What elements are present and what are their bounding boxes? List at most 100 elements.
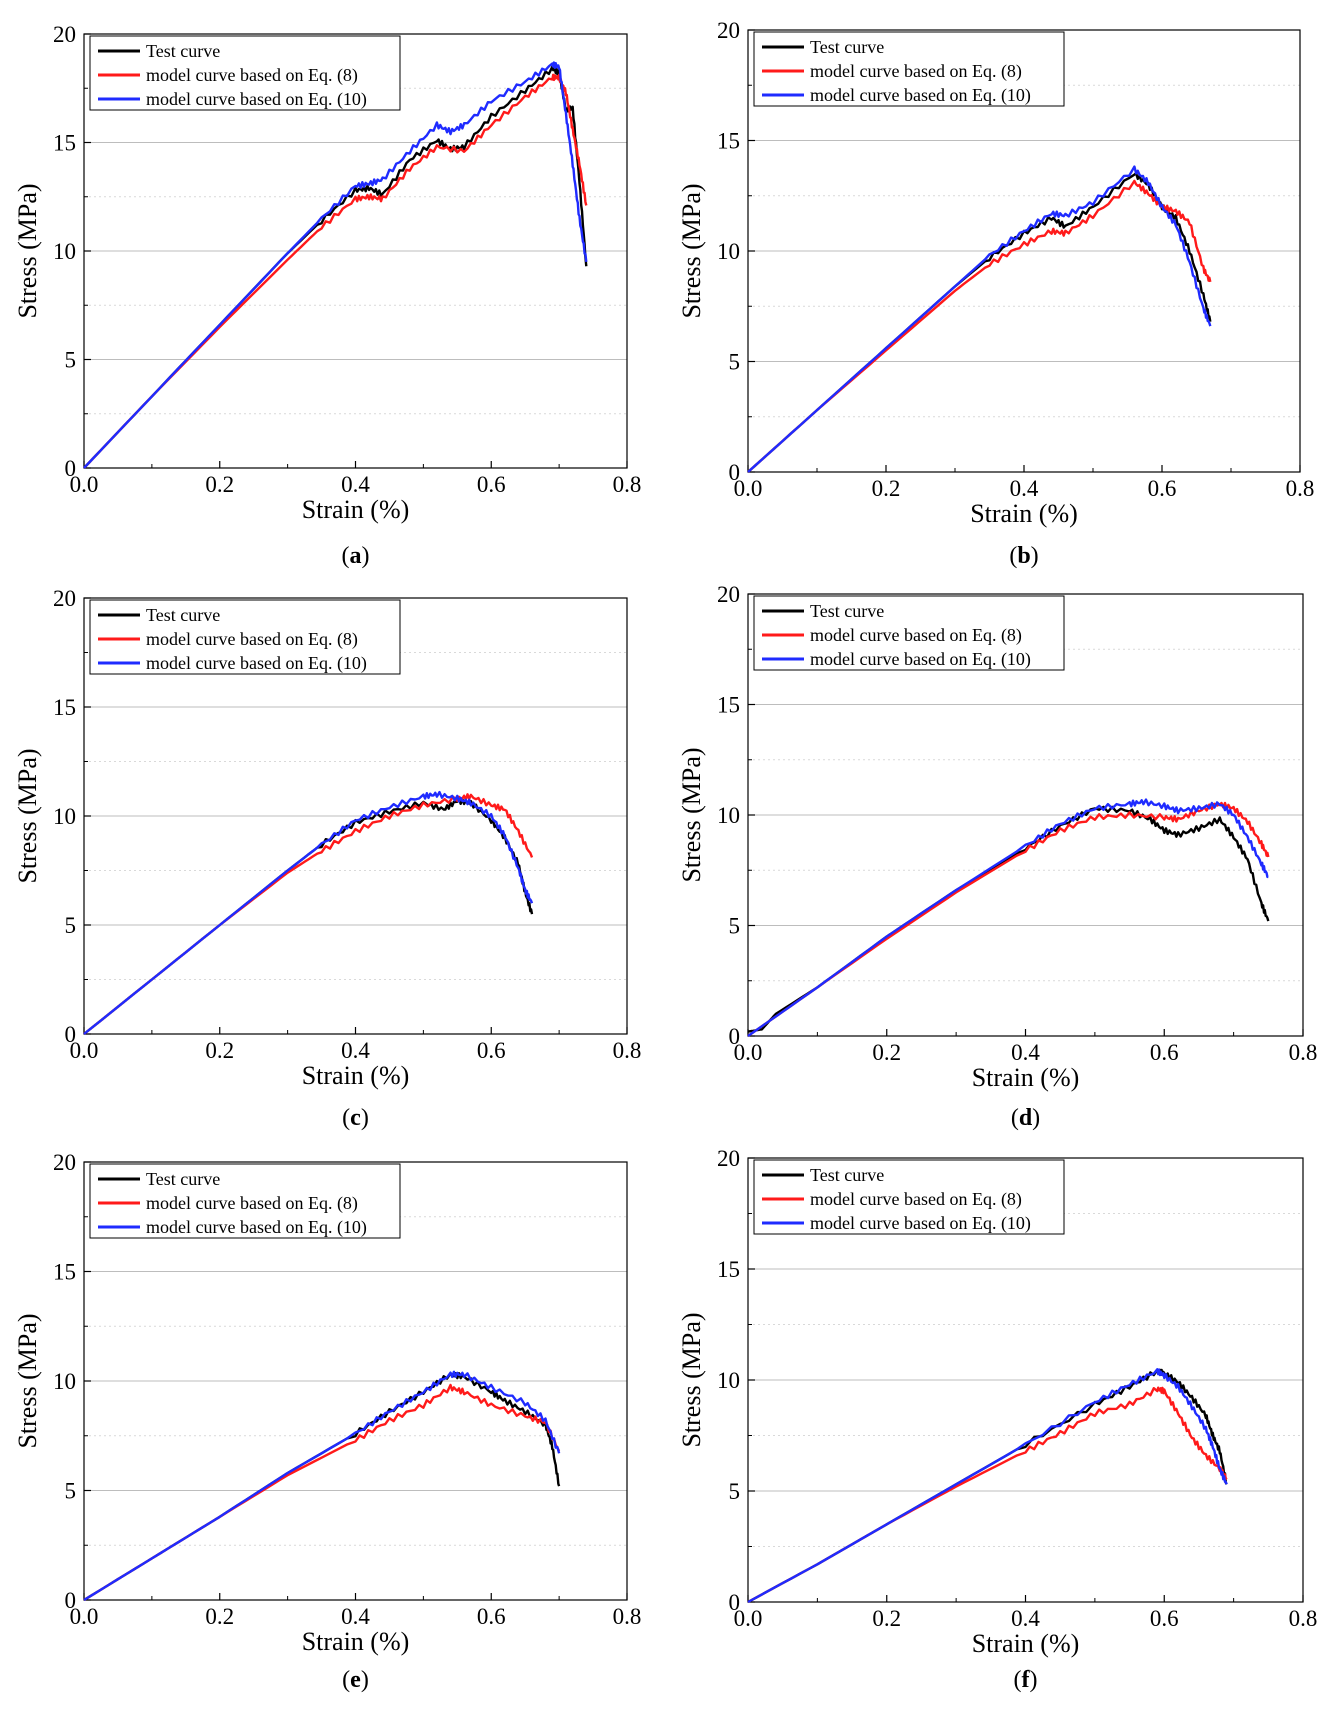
caption-close: ) [1030, 1667, 1038, 1693]
caption-letter: f [1022, 1667, 1031, 1693]
legend-entry: model curve based on Eq. (8) [146, 65, 358, 86]
x-tick-label: 0.2 [205, 1604, 234, 1629]
y-tick-label: 5 [729, 914, 741, 939]
series-line-eq10 [83, 61, 588, 469]
y-tick-label: 15 [717, 693, 740, 718]
series-line-test [747, 805, 1270, 1033]
x-axis-label: Strain (%) [302, 1627, 410, 1656]
y-axis-label: Stress (MPa) [13, 183, 42, 318]
x-tick-label: 0.8 [613, 1604, 642, 1629]
legend: Test curve model curve based on Eq. (8) mo… [89, 599, 401, 675]
y-tick-label: 10 [53, 1369, 76, 1394]
series-line-eq8 [83, 73, 588, 469]
caption-close: ) [361, 1667, 369, 1693]
y-tick-label: 10 [53, 804, 76, 829]
x-tick-label: 0.0 [734, 476, 763, 501]
caption-close: ) [1031, 543, 1039, 569]
legend-entry: model curve based on Eq. (8) [146, 1193, 358, 1214]
legend-box [89, 599, 401, 675]
x-tick-label: 0.4 [341, 1038, 370, 1063]
x-tick-label: 0.2 [872, 1606, 901, 1631]
chart-panel-c: 0.0 0.2 0.4 0.6 0.8 0 5 10 15 20 Strain (%) Stress … [13, 586, 641, 1131]
legend-entry: model curve based on Eq. (8) [810, 1189, 1022, 1210]
y-tick-label: 15 [53, 131, 76, 156]
y-tick-label: 20 [53, 1150, 76, 1175]
x-tick-label: 0.2 [205, 1038, 234, 1063]
x-tick-label: 0.6 [1150, 1606, 1179, 1631]
y-tick-label: 20 [717, 582, 740, 607]
x-axis-label: Strain (%) [302, 495, 410, 524]
y-tick-label: 0 [729, 460, 741, 485]
series-line-eq10 [83, 790, 534, 1035]
legend-entry: model curve based on Eq. (10) [146, 1217, 367, 1238]
x-tick-label: 0.2 [872, 476, 901, 501]
x-tick-label: 0.8 [1286, 476, 1315, 501]
panel-caption: (f) [1014, 1667, 1038, 1693]
legend-entry: model curve based on Eq. (10) [810, 1213, 1031, 1234]
caption-open: ( [342, 1105, 350, 1131]
y-axis-label: Stress (MPa) [13, 748, 42, 883]
chart-panel-e: 0.0 0.2 0.4 0.6 0.8 0 5 10 15 20 Strain (%) Stress … [13, 1150, 641, 1693]
series-line-test [83, 797, 534, 1035]
series-line-eq8 [83, 793, 534, 1035]
caption-open: ( [342, 543, 350, 569]
y-tick-label: 20 [717, 18, 740, 43]
series-line-eq10 [747, 1368, 1228, 1604]
x-tick-label: 0.0 [70, 1038, 99, 1063]
legend: Test curve model curve based on Eq. (8) mo… [753, 31, 1065, 107]
caption-close: ) [362, 543, 370, 569]
legend-entry: model curve based on Eq. (10) [810, 649, 1031, 670]
x-tick-label: 0.0 [734, 1606, 763, 1631]
series-line-test [83, 65, 588, 469]
x-tick-label: 0.8 [1289, 1606, 1318, 1631]
legend-box [753, 595, 1065, 671]
x-tick-label: 0.0 [734, 1040, 763, 1065]
legend-entry: Test curve [810, 601, 884, 621]
legend-entry: model curve based on Eq. (8) [810, 625, 1022, 646]
chart-panel-b: 0.0 0.2 0.4 0.6 0.8 0 5 10 15 20 Strain (%) Stress … [677, 18, 1314, 569]
x-tick-label: 0.6 [477, 1038, 506, 1063]
y-tick-label: 0 [65, 456, 77, 481]
caption-open: ( [1011, 1105, 1019, 1131]
series-line-eq8 [747, 179, 1212, 473]
caption-letter: e [350, 1667, 361, 1693]
y-tick-label: 0 [65, 1022, 77, 1047]
y-tick-label: 15 [53, 695, 76, 720]
panel-caption: (e) [342, 1667, 369, 1693]
y-axis-label: Stress (MPa) [13, 1313, 42, 1448]
y-tick-label: 5 [65, 348, 77, 373]
x-tick-label: 0.8 [613, 472, 642, 497]
caption-open: ( [1014, 1667, 1022, 1693]
x-tick-label: 0.4 [1011, 1606, 1040, 1631]
caption-letter: d [1019, 1105, 1033, 1131]
caption-letter: c [350, 1105, 361, 1131]
x-tick-label: 0.2 [872, 1040, 901, 1065]
x-tick-label: 0.4 [341, 472, 370, 497]
legend-entry: Test curve [146, 41, 220, 61]
legend-entry: model curve based on Eq. (10) [810, 85, 1031, 106]
series-line-test [83, 1371, 561, 1602]
legend-entry: model curve based on Eq. (10) [146, 653, 367, 674]
series-line-test [747, 171, 1212, 473]
y-tick-label: 10 [717, 1368, 740, 1393]
y-tick-label: 0 [729, 1024, 741, 1049]
y-axis-label: Stress (MPa) [677, 1312, 706, 1447]
caption-letter: a [350, 543, 362, 569]
panel-caption: (b) [1009, 543, 1038, 569]
series-line-eq10 [747, 798, 1269, 1037]
y-tick-label: 15 [53, 1260, 76, 1285]
legend-entry: model curve based on Eq. (8) [146, 629, 358, 650]
caption-open: ( [342, 1667, 350, 1693]
legend-entry: Test curve [146, 605, 220, 625]
y-tick-label: 15 [717, 129, 740, 154]
legend: Test curve model curve based on Eq. (8) mo… [753, 595, 1065, 671]
y-tick-label: 0 [729, 1590, 741, 1615]
y-tick-label: 20 [53, 586, 76, 611]
y-tick-label: 10 [53, 239, 76, 264]
y-tick-label: 5 [729, 350, 741, 375]
x-tick-label: 0.6 [477, 1604, 506, 1629]
series-line-eq10 [83, 1370, 561, 1602]
legend-box [89, 1163, 401, 1239]
legend-box [753, 31, 1065, 107]
x-tick-label: 0.6 [477, 472, 506, 497]
